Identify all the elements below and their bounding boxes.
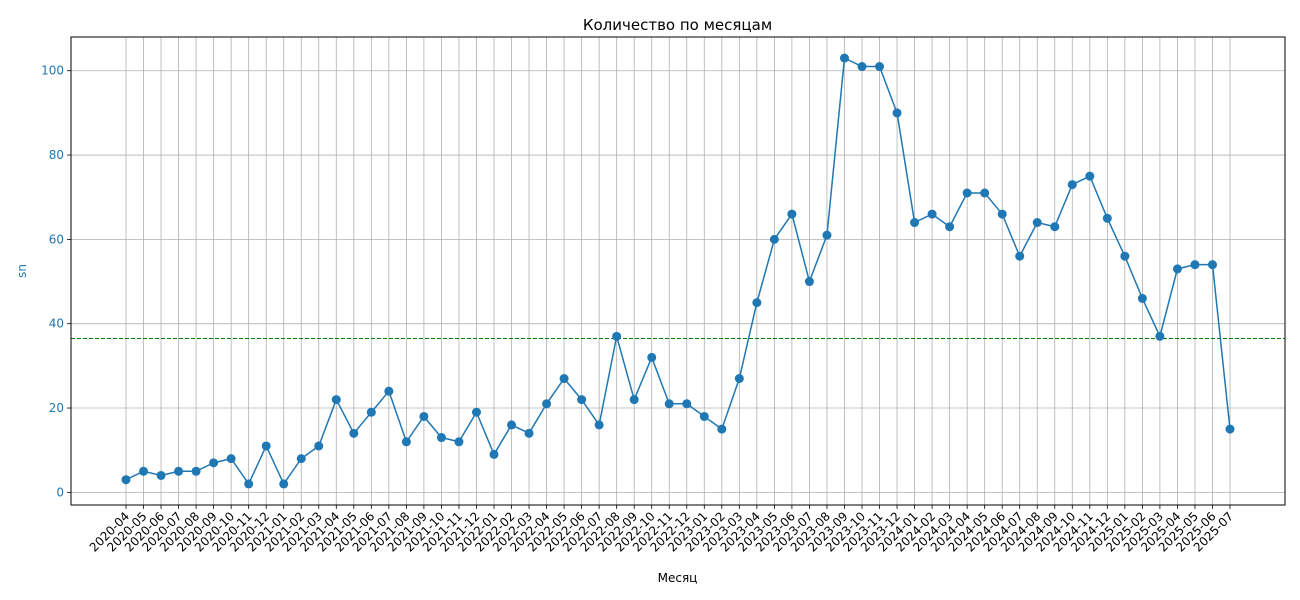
chart-title: Количество по месяцам <box>583 16 772 34</box>
data-point <box>1172 264 1182 274</box>
data-point <box>752 298 762 308</box>
y-tick-label: 40 <box>49 317 64 331</box>
data-point <box>507 420 517 430</box>
data-point <box>524 428 534 438</box>
data-point <box>927 209 937 219</box>
data-point <box>244 479 254 489</box>
data-point <box>682 399 692 409</box>
data-point <box>331 395 341 405</box>
data-point <box>1207 260 1217 270</box>
data-point <box>366 407 376 417</box>
data-point <box>910 218 920 228</box>
data-points <box>121 53 1235 489</box>
data-point <box>734 374 744 384</box>
data-point <box>1225 424 1235 434</box>
data-point <box>1155 331 1165 341</box>
data-point <box>577 395 587 405</box>
data-point <box>699 411 709 421</box>
data-point <box>226 454 236 464</box>
y-axis-label: sn <box>15 264 29 278</box>
data-point <box>787 209 797 219</box>
data-point <box>454 437 464 447</box>
data-point <box>156 470 166 480</box>
y-tick-label: 80 <box>49 148 64 162</box>
y-tick-label: 60 <box>49 232 64 246</box>
data-point <box>717 424 727 434</box>
data-point <box>769 234 779 244</box>
y-tick-label: 20 <box>49 401 64 415</box>
data-point <box>121 475 131 485</box>
data-point <box>542 399 552 409</box>
data-point <box>1120 251 1130 261</box>
data-point <box>945 222 955 232</box>
data-point <box>1067 180 1077 190</box>
data-point <box>471 407 481 417</box>
data-point <box>875 62 885 72</box>
data-point <box>1190 260 1200 270</box>
data-point <box>664 399 674 409</box>
data-point <box>314 441 324 451</box>
x-axis-label: Месяц <box>658 571 698 585</box>
data-point <box>892 108 902 118</box>
data-point <box>191 466 201 476</box>
data-point <box>279 479 289 489</box>
data-point <box>419 411 429 421</box>
data-point <box>612 331 622 341</box>
data-point <box>1137 293 1147 303</box>
data-point <box>1085 171 1095 181</box>
data-point <box>997 209 1007 219</box>
data-point <box>174 466 184 476</box>
data-point <box>139 466 149 476</box>
data-point <box>1102 213 1112 223</box>
data-point <box>1032 218 1042 228</box>
data-point <box>436 433 446 443</box>
series-line-layer <box>125 56 1231 486</box>
grid <box>71 37 1285 505</box>
x-axis-ticks: 2020-042020-052020-062020-072020-082020-… <box>87 505 1236 555</box>
data-point <box>839 53 849 63</box>
series-line <box>125 56 1231 486</box>
data-point <box>1050 222 1060 232</box>
data-point <box>489 449 499 459</box>
data-point <box>349 428 359 438</box>
data-point <box>980 188 990 198</box>
data-point <box>296 454 306 464</box>
data-point <box>1015 251 1025 261</box>
y-tick-label: 100 <box>41 64 64 78</box>
data-point <box>857 62 867 72</box>
data-point <box>962 188 972 198</box>
plot-area-frame <box>70 36 1286 506</box>
y-tick-label: 0 <box>56 485 64 499</box>
data-point <box>401 437 411 447</box>
data-point <box>594 420 604 430</box>
data-point <box>384 386 394 396</box>
data-point <box>261 441 271 451</box>
data-point <box>209 458 219 468</box>
data-point <box>804 277 814 287</box>
data-point <box>629 395 639 405</box>
data-point <box>647 352 657 362</box>
y-axis-ticks: 0 20 40 60 80 100 <box>41 64 71 499</box>
data-point <box>559 374 569 384</box>
data-point <box>822 230 832 240</box>
